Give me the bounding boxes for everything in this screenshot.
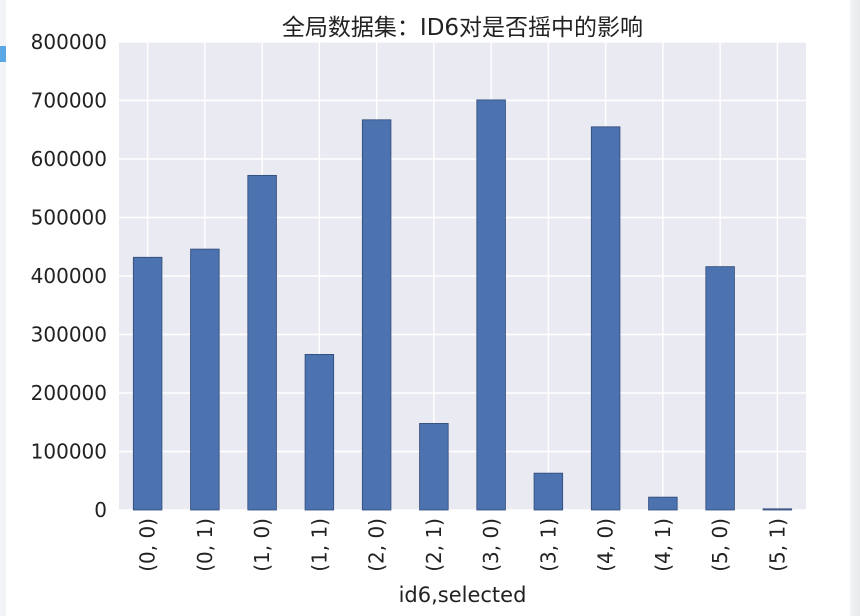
x-tick-label: (2, 0) xyxy=(365,518,389,572)
x-tick-label: (5, 1) xyxy=(765,518,789,572)
bar xyxy=(190,248,220,511)
bar xyxy=(648,496,678,511)
y-tick-label: 200000 xyxy=(31,381,107,405)
bar xyxy=(476,99,506,511)
y-axis-ticks: 0 100000 200000 300000 400000 500000 600000 700… xyxy=(31,30,107,522)
bar xyxy=(419,423,449,511)
bar xyxy=(132,256,163,511)
x-tick-label: (3, 0) xyxy=(479,518,503,572)
y-tick-label: 700000 xyxy=(31,89,107,113)
left-edge-strip xyxy=(0,0,6,616)
x-tick-label: (2, 1) xyxy=(422,518,446,572)
x-tick-label: (3, 1) xyxy=(536,518,560,572)
y-tick-label: 600000 xyxy=(31,147,107,171)
y-tick-label: 800000 xyxy=(31,30,107,54)
x-tick-label: (4, 0) xyxy=(594,518,618,572)
bar xyxy=(247,174,277,511)
bar xyxy=(304,353,335,511)
x-tick-label: (4, 1) xyxy=(651,518,675,572)
y-tick-label: 400000 xyxy=(31,264,107,288)
bar xyxy=(762,508,793,511)
bars xyxy=(132,99,793,511)
bar xyxy=(705,266,735,511)
y-tick-label: 300000 xyxy=(31,323,107,347)
chart-title: 全局数据集：ID6对是否摇中的影响 xyxy=(282,15,643,41)
bar xyxy=(533,472,564,511)
right-edge-strip xyxy=(850,0,860,616)
y-tick-label: 100000 xyxy=(31,440,107,464)
x-tick-label: (1, 1) xyxy=(307,518,331,572)
x-tick-label: (0, 1) xyxy=(193,518,217,572)
x-tick-label: (5, 0) xyxy=(708,518,732,572)
left-edge-marker xyxy=(0,46,6,62)
x-tick-label: (1, 0) xyxy=(250,518,274,572)
x-axis-ticks: (0, 0) (0, 1) (1, 0) (1, 1) (2, 0) (2, 1) (3, … xyxy=(136,518,790,572)
y-tick-label: 500000 xyxy=(31,206,107,230)
x-tick-label: (0, 0) xyxy=(136,518,160,572)
y-tick-label: 0 xyxy=(94,498,107,522)
bar xyxy=(361,119,392,511)
x-axis-label: id6,selected xyxy=(399,583,527,607)
bar xyxy=(590,126,621,511)
